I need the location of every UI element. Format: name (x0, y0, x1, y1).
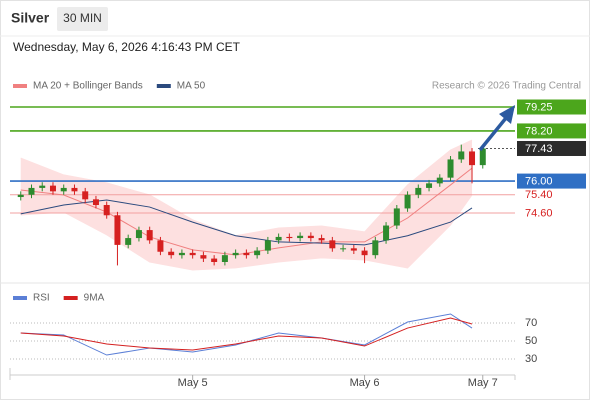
candle-body (264, 240, 271, 251)
legend-label: MA 50 (177, 81, 206, 92)
candle-body (479, 148, 486, 166)
candle-body (383, 225, 390, 241)
candle-body (372, 240, 379, 256)
candle-body (318, 238, 325, 241)
candle-body (157, 240, 164, 252)
x-tick-label: May 6 (350, 377, 380, 389)
bollinger-fill (20, 140, 473, 270)
candle-body (393, 208, 400, 226)
legend-swatch (13, 296, 27, 300)
y-tick-label: 50 (525, 335, 537, 347)
level-label: 78.20 (525, 125, 553, 137)
level-label: 77.43 (525, 143, 553, 155)
candle-body (469, 151, 476, 166)
candle-body (297, 235, 304, 239)
candle-body (28, 187, 35, 195)
candle-body (232, 252, 239, 256)
datetime: Wednesday, May 6, 2026 4:16:43 PM CET (13, 40, 241, 54)
candle-body (211, 258, 218, 262)
candle-body (436, 177, 443, 184)
candle-body (92, 199, 99, 206)
credit: Research © 2026 Trading Central (432, 81, 581, 92)
level-box (517, 123, 586, 139)
bollinger-lower (20, 194, 473, 271)
candle-body (39, 185, 46, 188)
legend-label: MA 20 + Bollinger Bands (33, 81, 143, 92)
candle-body (458, 151, 465, 160)
timeframe-label[interactable]: 30 MIN (63, 11, 102, 25)
candle-body (404, 194, 411, 209)
candle-body (340, 248, 347, 250)
candle-body (286, 236, 293, 239)
y-tick-label: 30 (525, 353, 537, 365)
candle-body (221, 255, 228, 262)
legend-label: 9MA (84, 293, 105, 304)
arrow-head (499, 105, 515, 124)
candle-body (114, 215, 121, 245)
candle-body (447, 159, 454, 178)
series-line (20, 317, 473, 351)
series-line (20, 313, 473, 356)
candle-body (146, 230, 153, 241)
level-box (517, 173, 586, 189)
candle-body (60, 187, 67, 192)
timeframe-button[interactable] (57, 7, 108, 31)
candle-body (254, 250, 261, 256)
y-tick-label: 70 (525, 317, 537, 329)
level-label: 79.25 (525, 101, 553, 113)
candle-body (275, 236, 282, 241)
candle-body (200, 255, 207, 259)
candle-body (329, 240, 336, 249)
candle-body (125, 238, 132, 245)
legend-swatch (63, 296, 78, 300)
level-label: 74.60 (525, 207, 553, 219)
level-box (517, 99, 586, 115)
ma-line (20, 199, 473, 246)
candle-body (178, 252, 185, 256)
candle-body (307, 235, 314, 239)
level-box (517, 140, 586, 156)
instrument-title: Silver (11, 10, 50, 26)
plot: MA 20 + Bollinger Bands MA 50 79.25 78.20 77… (9, 81, 586, 389)
level-label: 75.40 (525, 189, 553, 201)
candle-body (361, 250, 368, 256)
x-tick-label: May 5 (178, 377, 208, 389)
level-label: 76.00 (525, 175, 553, 187)
candle-body (350, 248, 357, 251)
x-tick-label: May 7 (468, 377, 498, 389)
legend-label: RSI (33, 293, 50, 304)
candle-body (426, 183, 433, 188)
candle-body (189, 252, 196, 256)
legend-swatch (13, 84, 27, 88)
candle-body (49, 185, 56, 192)
candle-body (243, 252, 250, 256)
candle-body (71, 187, 78, 192)
arrow-shaft (478, 116, 508, 152)
legend-swatch (156, 84, 171, 88)
candle-body (415, 187, 422, 195)
candle-body (168, 251, 175, 256)
candle-body (17, 194, 24, 198)
candle-body (135, 230, 142, 239)
candle-body (82, 191, 89, 200)
trend-arrow (478, 105, 515, 152)
candle-body (103, 205, 110, 216)
